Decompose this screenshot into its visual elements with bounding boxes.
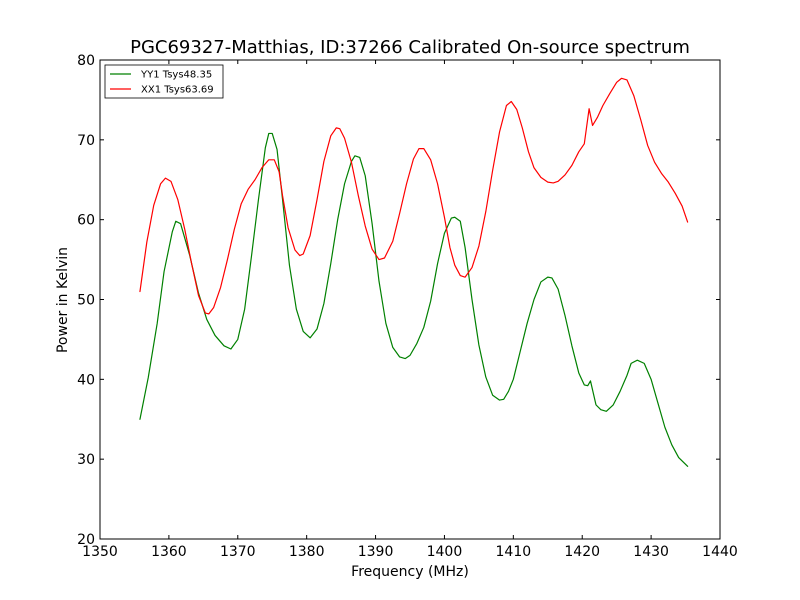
x-tick-label-3: 1380 <box>289 544 325 560</box>
y-tick-label-6: 80 <box>77 53 95 69</box>
y-tick-label-5: 70 <box>77 133 95 149</box>
legend-box <box>104 64 224 99</box>
legend: YY1 Tsys48.35 XX1 Tsys63.69 <box>104 64 224 99</box>
y-tick-label-3: 50 <box>77 293 95 309</box>
x-tick-label-9: 1440 <box>702 544 738 560</box>
x-tick-label-7: 1420 <box>564 544 600 560</box>
x-tick-label-1: 1360 <box>151 544 187 560</box>
series-layer <box>139 77 689 467</box>
y-tick-label-0: 20 <box>77 532 95 548</box>
x-tick-label-0: 1350 <box>82 544 118 560</box>
x-tick-label-5: 1400 <box>427 544 463 560</box>
y-axis-label: Power in Kelvin <box>55 247 71 353</box>
y-tick-label-4: 60 <box>77 213 95 229</box>
x-tick-label-2: 1370 <box>220 544 256 560</box>
y-tick-label-1: 30 <box>77 452 95 468</box>
x-tick-label-4: 1390 <box>358 544 394 560</box>
y-tick-label-2: 40 <box>77 372 95 388</box>
legend-label-0: YY1 Tsys48.35 <box>140 70 212 81</box>
x-tick-label-6: 1410 <box>496 544 532 560</box>
series-line-1 <box>139 77 689 315</box>
x-tick-label-8: 1430 <box>633 544 669 560</box>
chart-title: PGC69327-Matthias, ID:37266 Calibrated O… <box>130 37 690 58</box>
ticks-layer: 1350 1360 1370 1380 1390 1400 1410 1420 1430 1440… <box>77 53 738 560</box>
legend-label-1: XX1 Tsys63.69 <box>141 85 214 96</box>
x-axis-label: Frequency (MHz) <box>351 564 469 580</box>
series-line-0 <box>139 132 689 467</box>
